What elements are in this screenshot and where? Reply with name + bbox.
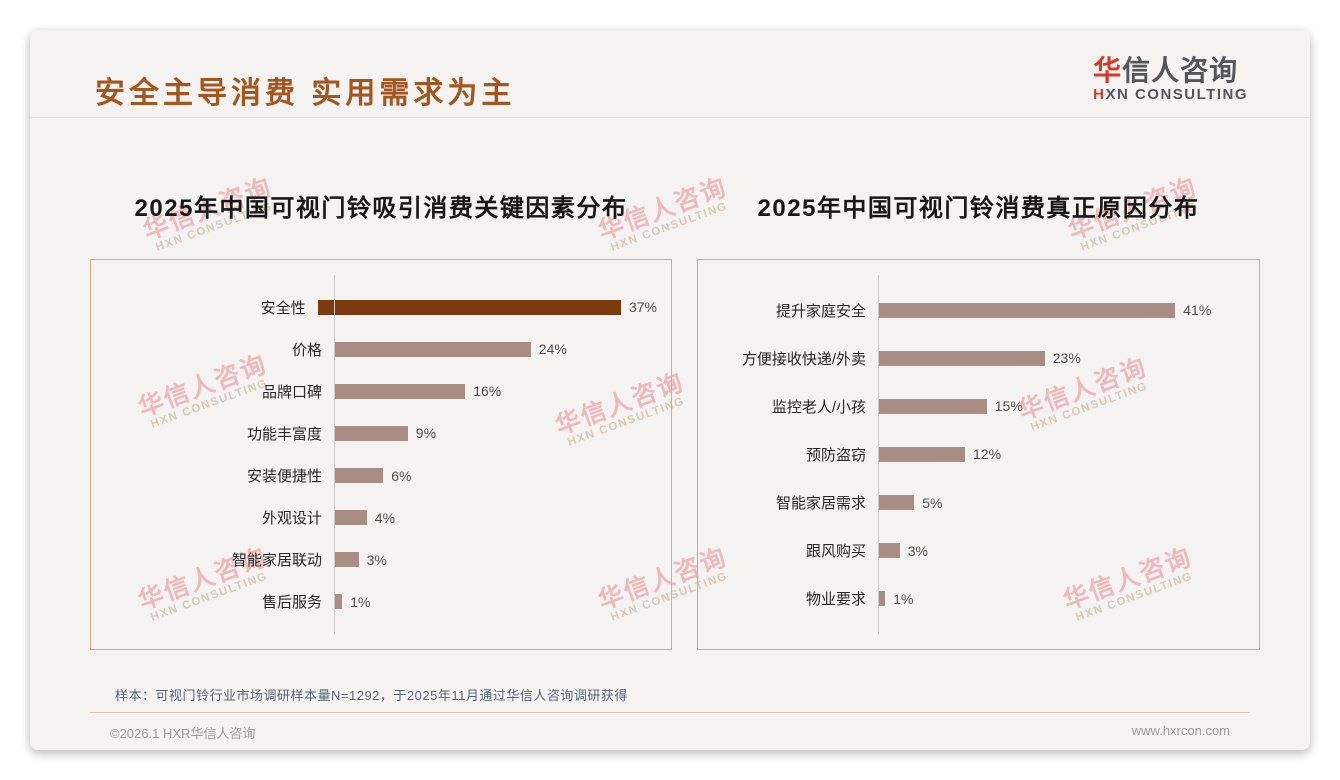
website-text: www.hxrcon.com [1131,723,1230,738]
bar-area: 1% [878,591,1245,607]
value-label: 1% [893,590,914,607]
category-label: 安装便捷性 [246,468,322,486]
value-label: 15% [994,398,1023,415]
bar-area: 16% [334,383,657,399]
value-label: 37% [628,299,657,316]
chart-row: 功能丰富度 9% [91,412,657,454]
bar-area: 3% [878,543,1245,559]
chart-row: 品牌口碑 16% [91,370,657,412]
bar [334,510,367,526]
chart-row: 安装便捷性 6% [91,455,657,497]
bar [878,350,1045,366]
value-label: 16% [473,383,502,400]
value-label: 5% [922,494,943,511]
value-label: 12% [973,446,1002,463]
sample-note: 样本：可视门铃行业市场调研样本量N=1292，于2025年11月通过华信人咨询调… [115,688,628,703]
category-label: 预防盗窃 [805,446,866,464]
chart-panel-right: 2025年中国可视门铃消费真正原因分布 提升家庭安全 41% 方便接收快递/外卖 23… [697,148,1260,650]
category-label: 售后服务 [261,594,322,612]
chart-row: 物业要求 1% [698,575,1245,623]
footer-divider [90,712,1250,713]
axis-line [878,275,879,634]
bar [317,299,621,315]
axis-line [334,275,335,634]
chart-box-right: 提升家庭安全 41% 方便接收快递/外卖 23% 监控老人/小孩 15% 预防盗窃 12% 智能… [697,259,1260,650]
value-label: 3% [907,542,928,559]
chart-panel-left: 2025年中国可视门铃吸引消费关键因素分布 安全性 37% 价格 24% 品牌口碑 16%… [90,148,672,650]
chart-row: 售后服务 1% [91,581,657,623]
value-label: 4% [374,509,396,526]
category-label: 监控老人/小孩 [771,398,866,416]
report-slide: 安全主导消费 实用需求为主 华信人咨询 HXN CONSULTING 华信人咨询… [30,30,1310,750]
brand-logo-cn: 华信人咨询 [1093,55,1239,86]
bar-area: 3% [334,552,657,568]
value-label: 6% [391,467,412,484]
bar [334,425,408,441]
chart-row: 价格 24% [91,328,657,370]
bar-area: 23% [878,350,1245,366]
chart-row: 安全性 37% [91,286,657,328]
bar-area: 6% [334,468,657,484]
category-label: 智能家居联动 [231,552,322,570]
category-label: 跟风购买 [805,543,866,561]
value-label: 41% [1183,302,1212,319]
brand-logo-en: HXN CONSULTING [1093,85,1248,103]
bar [334,383,466,399]
charts-section: 2025年中国可视门铃吸引消费关键因素分布 安全性 37% 价格 24% 品牌口碑 16%… [90,148,1260,650]
bar [334,341,531,357]
bar [878,591,886,607]
category-label: 品牌口碑 [261,383,322,401]
slide-header: 安全主导消费 实用需求为主 华信人咨询 HXN CONSULTING [30,30,1310,118]
value-label: 3% [366,551,387,568]
bar [878,302,1176,318]
value-label: 24% [538,341,567,358]
category-label: 提升家庭安全 [775,302,866,320]
bar [334,594,343,610]
bar [334,552,359,568]
chart-row: 提升家庭安全 41% [698,286,1245,334]
copyright-text: ©2026.1 HXR华信人咨询 [110,726,256,741]
category-label: 智能家居需求 [775,495,866,513]
chart-row: 预防盗窃 12% [698,430,1245,478]
bar [878,398,987,414]
chart-row: 跟风购买 3% [698,527,1245,575]
bar-area: 12% [878,446,1245,462]
bar [878,446,965,462]
bar-area: 4% [334,510,657,526]
category-label: 价格 [291,341,322,359]
chart-box-left: 安全性 37% 价格 24% 品牌口碑 16% 功能丰富度 9% 安装便捷性 6% 外观设计 4% 智能… [90,259,672,650]
category-label: 物业要求 [805,591,866,609]
bar-area: 41% [878,302,1245,318]
chart-rows: 提升家庭安全 41% 方便接收快递/外卖 23% 监控老人/小孩 15% 预防盗窃 12% 智能… [698,275,1245,634]
bar-area: 15% [878,398,1245,414]
value-label: 1% [350,593,371,610]
value-label: 23% [1052,350,1081,367]
chart-title-left: 2025年中国可视门铃吸引消费关键因素分布 [134,195,628,222]
chart-row: 智能家居需求 5% [698,479,1245,527]
category-label: 功能丰富度 [246,425,322,443]
chart-row: 方便接收快递/外卖 23% [698,334,1245,382]
bar-area: 1% [334,594,657,610]
chart-row: 外观设计 4% [91,497,657,539]
bar-area: 9% [334,425,657,441]
value-label: 9% [415,425,437,442]
category-label: 安全性 [260,299,306,317]
chart-title-right: 2025年中国可视门铃消费真正原因分布 [757,195,1200,222]
brand-logo: 华信人咨询 HXN CONSULTING [1093,55,1248,103]
chart-row: 智能家居联动 3% [91,539,657,581]
bar [878,543,900,559]
chart-row: 监控老人/小孩 15% [698,382,1245,430]
bar-area: 5% [878,495,1245,511]
category-label: 方便接收快递/外卖 [741,350,866,368]
bar [334,468,384,484]
category-label: 外观设计 [261,510,322,528]
chart-rows: 安全性 37% 价格 24% 品牌口碑 16% 功能丰富度 9% 安装便捷性 6% 外观设计 4% 智能… [91,275,657,634]
bar-area: 24% [334,341,657,357]
bar [878,495,915,511]
page-title: 安全主导消费 实用需求为主 [95,77,516,110]
bar-area: 37% [317,299,657,316]
